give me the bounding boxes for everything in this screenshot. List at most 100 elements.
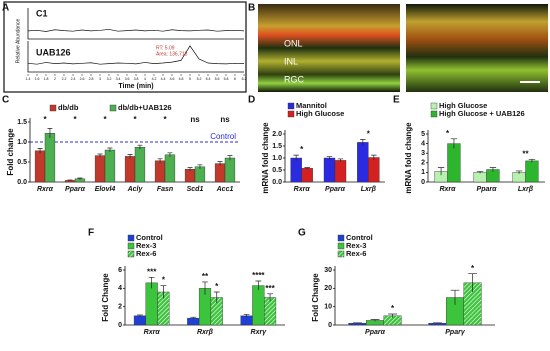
significance: * [215,282,219,291]
error-bar [37,148,43,154]
error-bar [167,152,173,157]
y-tick-label: 1.0 [17,139,27,146]
y-axis-title: mRNA fold change [261,122,270,194]
error-bar [197,164,203,169]
error-bar [187,167,193,171]
error-bar [489,167,497,172]
y-axis-title: Fold Change [101,273,110,322]
significance: ** [522,150,529,159]
x-tick-label: 4 [144,77,146,81]
legend-swatch [337,250,345,258]
legend-swatch [109,104,117,112]
legend-label: Control [346,233,373,242]
legend-label: Rex-3 [136,241,156,250]
error-bar [202,281,208,295]
error-bar [160,285,167,299]
trace-name: C1 [36,8,48,18]
x-tick-label: 5 [189,77,191,81]
error-bar [148,276,155,289]
panel-label: E [393,95,400,106]
x-tick-label: 4.6 [170,77,175,81]
x-tick-label: 1.6 [35,77,40,81]
layer-label: INL [284,56,298,66]
bar [252,285,265,326]
error-bar [47,128,53,138]
panel-label: G [298,228,306,239]
bar [525,160,539,183]
error-bar [137,314,143,317]
error-bar [433,322,442,324]
y-tick-label: 1.5 [17,119,27,126]
legend-label: High Glucose [296,109,344,118]
error-bar [353,322,362,324]
significance: * [162,276,166,285]
legend-swatch [127,234,135,242]
error-bar [190,316,197,320]
x-tick-label: Pparα [365,329,386,336]
y-tick-label: 30 [324,267,332,274]
legend-label: High Glucose [439,101,487,110]
error-bar [528,159,536,163]
x-tick-label: 1.4 [26,77,31,81]
bar [334,160,347,183]
axis [27,41,244,73]
x-tick-label: Scd1 [187,186,204,193]
bar [104,149,116,183]
error-bar [437,167,445,176]
error-bar [97,153,103,158]
legend-swatch [337,234,345,242]
bar [357,142,369,183]
x-tick-label: 3 [99,77,101,81]
x-tick-label: Rxrα [37,186,54,193]
significance: * [43,115,47,124]
x-tick-label: 5.4 [206,77,211,81]
y-tick-label: 0.5 [17,159,27,166]
bar [154,160,166,183]
y-tick-label: 2.0 [272,131,282,138]
y-tick-label: 4 [118,285,122,292]
significance: * [300,145,304,154]
error-bar [127,154,133,159]
bar [124,156,136,183]
x-tick-label: 4.2 [152,77,157,81]
legend-swatch [337,242,345,250]
x-tick-label: 1.8 [44,77,49,81]
significance: * [446,129,450,138]
x-tick-label: Fasn [157,186,173,193]
y-tick-label: 0.5 [272,167,282,174]
legend-swatch [287,110,295,118]
x-tick-label: Pparα [477,186,498,193]
trace-name: UAB126 [36,47,71,57]
panel-label: A [2,3,9,14]
x-tick-label: Lxrβ [361,186,377,193]
x-tick-label: Acly [127,186,144,193]
x-tick-label: Pparα [65,186,86,193]
bar [194,166,206,183]
y-tick-label: 3 [421,150,425,157]
error-bar [476,171,484,174]
micrograph [258,4,400,92]
y-tick-label: 5 [421,131,425,138]
error-bar [468,273,477,292]
y-axis-title: Fold Change [311,273,320,322]
bar [94,155,106,183]
error-bar [371,154,377,160]
legend-swatch [430,102,438,110]
significance: ** [202,272,209,281]
trace [27,45,245,65]
error-bar [227,155,233,161]
significance: **** [252,271,265,280]
x-tick-label: Rxrα [294,186,311,193]
x-tick-label: 3.8 [134,77,139,81]
bar [164,154,176,183]
significance: * [367,130,371,139]
legend-swatch [127,250,135,258]
legend-label: Control [136,233,163,242]
annotation: RT: 5.09 [156,45,175,51]
panel-label: F [88,228,94,239]
error-bar [157,158,163,163]
error-bar [293,154,299,161]
x-tick-label: 4.8 [179,77,184,81]
legend-label: Rex-6 [136,249,156,258]
